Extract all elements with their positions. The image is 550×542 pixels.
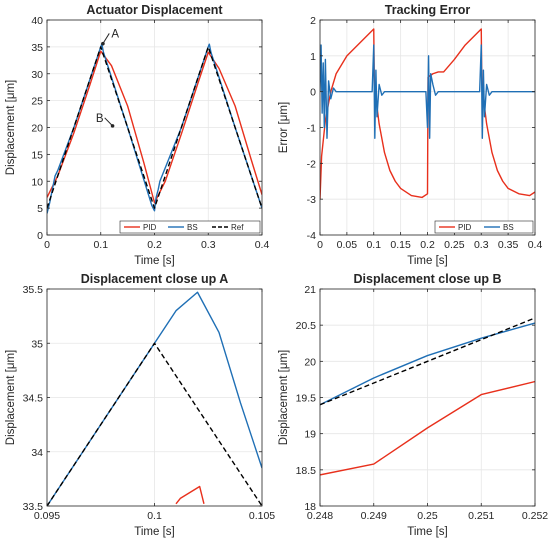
y-tick-label: 25 [31,96,43,108]
y-axis-label: Displacement [μm] [5,350,17,445]
y-tick-label: 20.5 [296,320,317,332]
y-tick-label: 10 [31,176,43,188]
series-line-pid [320,380,535,476]
x-axis-label: Time [s] [407,526,447,538]
x-tick-label: 0.1 [93,239,108,251]
y-tick-label: -4 [307,230,316,242]
y-tick-label: 18.5 [296,465,317,477]
x-tick-label: 0.4 [528,239,543,251]
y-tick-label: -3 [307,194,316,206]
x-tick-label: 0.05 [337,239,358,251]
legend-label-pid: PID [458,223,472,232]
y-tick-label: 1 [310,51,316,63]
y-axis-label: Displacement [μm] [5,80,17,175]
x-axis-label: Time [s] [134,255,174,267]
series-line-pid [175,485,205,505]
y-axis-label: Error [μm] [278,102,290,153]
plot-p1: 0 0.1 0.2 0.3 0.4 0 5 10 15 20 25 30 35 40 Actuator Di… [5,3,269,267]
y-tick-label: -2 [307,158,316,170]
x-tick-label: 0.251 [468,510,494,522]
plot-p3: 0.095 0.1 0.105 33.5 34 34.5 35 35.5 Displacemen… [5,272,275,538]
y-tick-label: 20 [304,356,316,368]
legend-box [119,220,261,234]
y-tick-label: 19.5 [296,393,317,405]
legend-label-bs: BS [187,223,198,232]
x-tick-label: 0.105 [249,510,275,522]
annotation-arrow [102,33,110,44]
legend-label-pid: PID [143,223,157,232]
legend: PID BS [434,220,534,234]
series-group [47,43,262,214]
y-tick-label: 35 [31,42,43,54]
series-line-bs [320,44,535,139]
x-tick-label: 0 [317,239,323,251]
y-tick-label: 5 [37,203,43,215]
series-line-ref [320,317,535,406]
y-tick-label: 2 [310,15,316,27]
x-tick-label: 0.249 [361,510,387,522]
y-tick-label: 33.5 [23,501,44,513]
series-line-ref [47,46,262,209]
y-tick-label: 18 [304,501,316,513]
x-tick-label: 0.25 [417,510,438,522]
annotation-label: A [111,28,119,40]
chart-title: Displacement close up B [354,272,502,286]
y-tick-label: 21 [304,284,316,296]
x-tick-label: 0.3 [474,239,489,251]
series-group [47,291,262,506]
x-tick-label: 0.1 [366,239,381,251]
y-tick-label: -1 [307,123,316,135]
y-tick-label: 0 [37,230,43,242]
annotation-arrowhead [110,124,115,128]
x-tick-label: 0 [44,239,50,251]
x-tick-label: 0.252 [522,510,548,522]
x-tick-label: 0.1 [147,510,162,522]
plot-p4: 0.248 0.249 0.25 0.251 0.252 18 18.5 19 19.5 20 20… [278,272,548,538]
x-tick-label: 0.4 [255,239,270,251]
y-tick-label: 0 [310,87,316,99]
y-tick-label: 34.5 [23,393,44,405]
chart-title: Displacement close up A [81,272,229,286]
legend-label-bs: BS [503,223,514,232]
x-tick-label: 0.2 [147,239,162,251]
y-tick-label: 40 [31,15,43,27]
y-tick-label: 19 [304,429,316,441]
series-line-pid [47,50,262,204]
y-axis-label: Displacement [μm] [278,350,290,445]
y-tick-label: 34 [31,447,43,459]
series-line-pid [320,28,535,200]
x-axis-label: Time [s] [134,526,174,538]
plot-p2: 0 0.05 0.1 0.15 0.2 0.25 0.3 0.35 0.4 -4 -3 -2 -1 0 1 2… [278,3,542,267]
x-tick-label: 0.248 [307,510,333,522]
annotation-label: B [96,113,104,125]
series-group [320,317,535,476]
x-tick-label: 0.25 [444,239,465,251]
x-tick-label: 0.3 [201,239,216,251]
annotation-arrowhead [101,41,105,46]
x-axis-label: Time [s] [407,255,447,267]
x-tick-label: 0.095 [34,510,60,522]
chart-title: Actuator Displacement [86,3,223,17]
series-line-bs [47,43,262,214]
y-tick-label: 20 [31,123,43,135]
series-line-ref [47,342,262,506]
chart-title: Tracking Error [385,3,471,17]
annotation-arrow [104,117,113,127]
x-tick-label: 0.15 [390,239,411,251]
series-group [320,28,535,200]
x-tick-label: 0.35 [498,239,519,251]
y-tick-label: 35.5 [23,284,44,296]
y-tick-label: 35 [31,338,43,350]
y-tick-label: 15 [31,149,43,161]
legend-label-ref: Ref [231,223,244,232]
y-tick-label: 30 [31,69,43,81]
x-tick-label: 0.2 [420,239,435,251]
legend: PID BS Ref [119,220,261,234]
